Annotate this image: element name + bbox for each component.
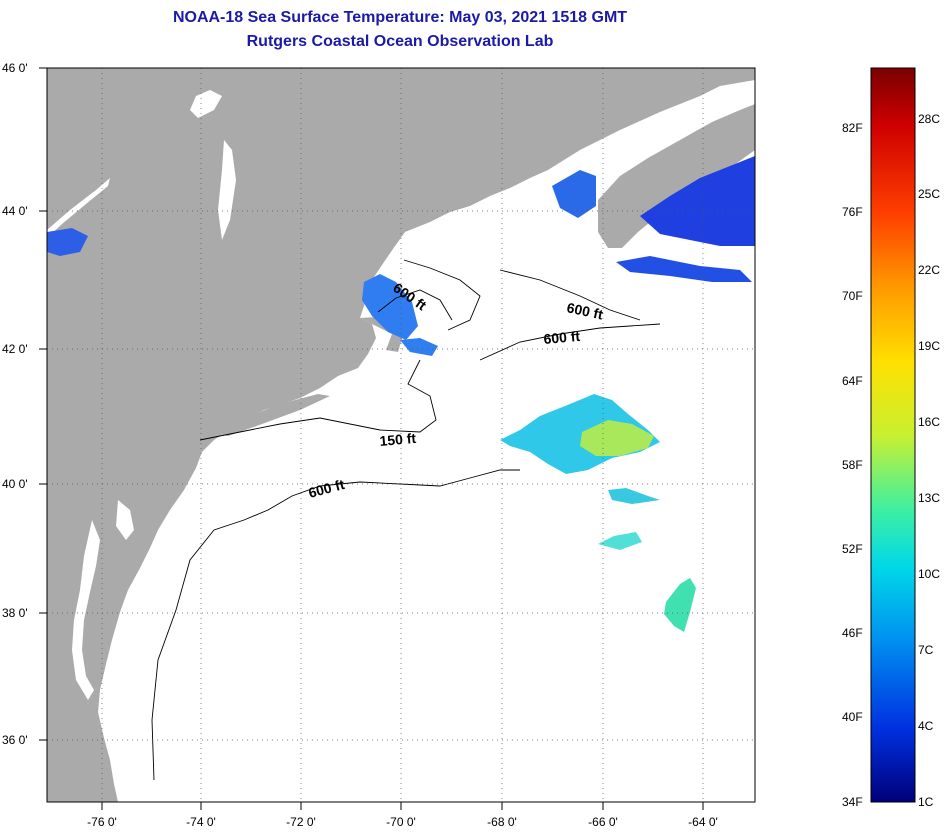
colorbar-f-label: 76F [842,205,863,219]
colorbar-f-label: 58F [842,458,863,472]
colorbar-c-label: 25C [918,187,940,201]
lon-label: -76 0' [87,815,117,829]
colorbar-f-label: 82F [842,121,863,135]
lon-label: -66 0' [588,815,618,829]
sst-patch-warm-center [580,420,654,456]
bathymetry-contours [151,259,661,781]
lon-label: -74 0' [186,815,216,829]
contour-label: 600 ft [565,299,604,322]
land-nova-scotia [598,104,755,248]
sst-patch-eddy1 [608,488,660,504]
bay-of-fundy [548,96,700,176]
lat-label: 40 0' [2,477,28,491]
colorbar-c-label: 4C [918,719,934,733]
inland-lake-2 [190,90,222,118]
colorbar-c-label: 16C [918,415,940,429]
lon-label: -72 0' [286,815,316,829]
lat-label: 36 0' [2,733,28,747]
land-mainland [47,68,755,802]
map-title: NOAA-18 Sea Surface Temperature: May 03,… [172,9,628,26]
colorbar-f-label: 46F [842,626,863,640]
lat-label: 42 0' [2,342,28,356]
lake-ontario [47,178,110,238]
sst-patch-lake [47,228,88,256]
lat-label: 46 0' [2,61,28,75]
sst-patch-south-ns [616,256,752,282]
colorbar-f-label: 34F [842,795,863,809]
sst-patch-nova-scotia [640,156,755,246]
colorbar-c-label: 1C [918,795,934,809]
map-subtitle: Rutgers Coastal Ocean Observation Lab [246,33,554,50]
inland-lake [218,140,236,240]
colorbar-c-label: 13C [918,491,940,505]
colorbar-f-label: 70F [842,289,863,303]
lon-label: -70 0' [386,815,416,829]
chesapeake-bay [72,520,100,700]
sst-patch-maine [362,274,418,340]
sst-patch-eddy2 [598,532,642,550]
lon-label: -68 0' [487,815,517,829]
contour-label: 150 ft [379,430,417,449]
contour-label: 600 ft [543,328,581,347]
colorbar [870,67,916,803]
colorbar-c-label: 10C [918,567,940,581]
colorbar-c-label: 19C [918,339,940,353]
colorbar-f-label: 64F [842,374,863,388]
sst-patch-georges [400,338,438,356]
sst-patch-fundy [552,170,596,218]
grid-lines [47,68,755,802]
colorbar-f-label: 40F [842,710,863,724]
colorbar-c-label: 22C [918,263,940,277]
lat-label: 38 0' [2,606,28,620]
colorbar-c-label: 7C [918,643,934,657]
delaware-bay [116,500,134,540]
lat-label: 44 0' [2,204,28,218]
lon-label: -64 0' [688,815,718,829]
sst-patch-eddy3 [664,578,696,632]
long-island [210,394,330,436]
colorbar-c-label: 28C [918,112,940,126]
colorbar-f-label: 52F [842,542,863,556]
axis-ticks [39,67,704,810]
